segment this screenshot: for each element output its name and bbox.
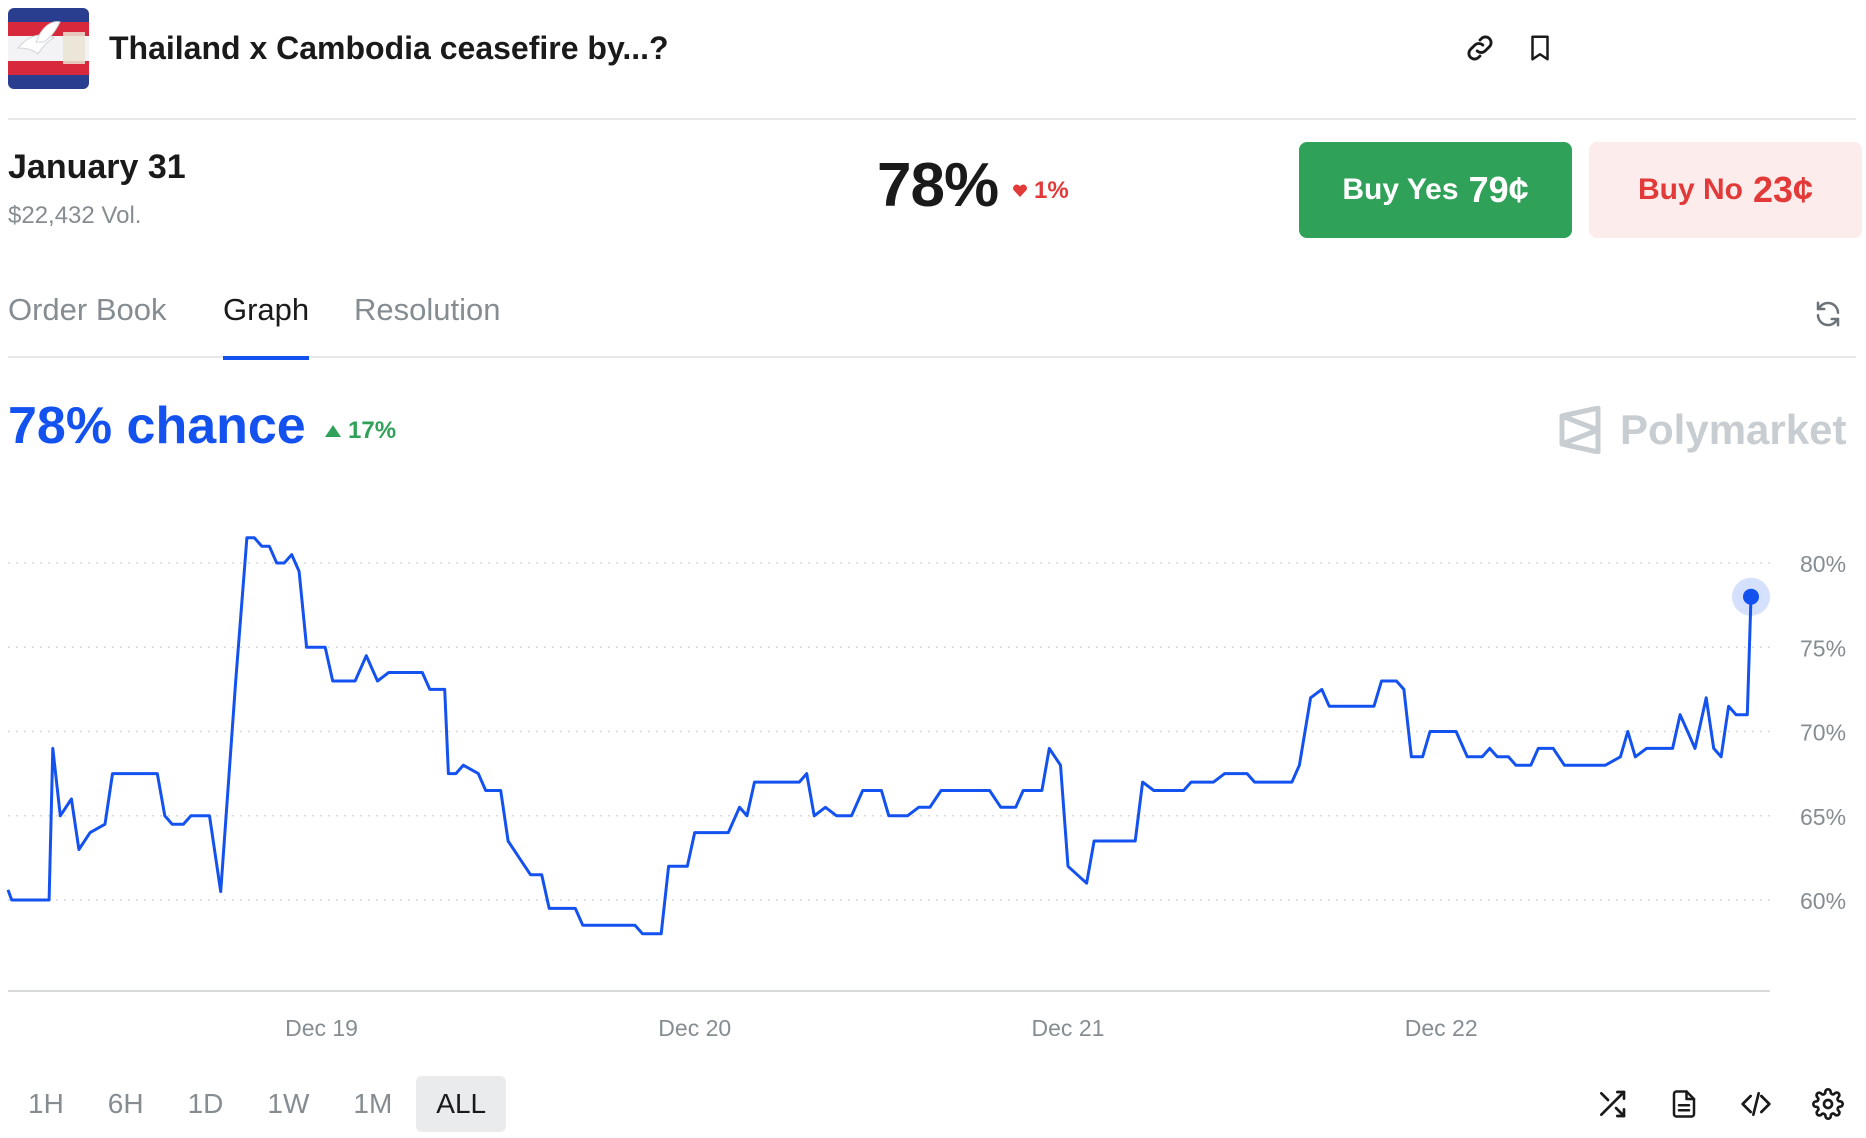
market-image[interactable] (8, 8, 89, 89)
polymarket-icon (1559, 406, 1601, 454)
outcome-change: 1% (1012, 177, 1069, 205)
series-line (6, 536, 1753, 936)
buy-no-price: 23¢ (1752, 169, 1814, 210)
polymarket-logo: Polymarket (1558, 406, 1846, 454)
outcome-volume: $22,432 Vol. (8, 202, 142, 229)
x-tick-label: Dec 19 (285, 1015, 358, 1041)
range-1h[interactable]: 1H (28, 1088, 64, 1119)
triangle-up-icon (325, 425, 341, 437)
x-tick-label: Dec 22 (1405, 1015, 1478, 1041)
buy-yes-label: Buy Yes (1342, 173, 1459, 206)
x-tick-label: Dec 21 (1032, 1015, 1105, 1041)
range-1w[interactable]: 1W (267, 1088, 310, 1119)
range-1d[interactable]: 1D (187, 1088, 224, 1119)
shuffle-icon[interactable] (1592, 1084, 1632, 1124)
outcome-change-value: 1% (1034, 177, 1069, 204)
market-title: Thailand x Cambodia ceasefire by...? (109, 30, 669, 66)
outcome-name: January 31 (8, 148, 186, 186)
chance-change-value: 17% (348, 417, 397, 444)
bookmark-icon[interactable] (1520, 28, 1560, 68)
outcome-probability: 78% (877, 151, 999, 220)
buy-no-label: Buy No (1637, 173, 1743, 206)
document-icon[interactable] (1664, 1084, 1704, 1124)
flag-dove-icon (8, 8, 89, 89)
market-header: Thailand x Cambodia ceasefire by...? (8, 8, 1856, 120)
y-tick-label: 80% (1800, 551, 1846, 577)
buy-yes-button[interactable]: Buy Yes 79¢ (1299, 142, 1572, 238)
range-6h[interactable]: 6H (107, 1088, 144, 1119)
time-range-selector: 1H 6H 1D 1W 1M ALL (8, 1076, 510, 1132)
link-icon[interactable] (1460, 28, 1500, 68)
chance-change: 17% (324, 417, 396, 445)
y-tick-label: 65% (1800, 804, 1846, 830)
chance-label: 78% chance (8, 397, 306, 455)
tab-graph[interactable]: Graph (223, 292, 310, 360)
brand-name: Polymarket (1620, 406, 1847, 453)
buy-no-button[interactable]: Buy No 23¢ (1589, 142, 1862, 238)
y-tick-label: 75% (1800, 635, 1846, 661)
y-tick-label: 70% (1800, 720, 1846, 746)
settings-icon[interactable] (1808, 1084, 1848, 1124)
y-tick-label: 60% (1800, 888, 1846, 914)
heart-down-icon (1013, 184, 1027, 197)
tab-bar: Order Book Graph Resolution (8, 286, 1856, 360)
code-icon[interactable] (1736, 1084, 1776, 1124)
tab-order-book[interactable]: Order Book (8, 292, 167, 327)
price-chart[interactable]: 60% 65% 70% 75% 80% Dec 19 Dec 20 Dec 21 Dec 22 (0, 480, 1866, 1070)
x-tick-label: Dec 20 (658, 1015, 731, 1041)
range-all[interactable]: ALL (416, 1076, 507, 1132)
buy-yes-price: 79¢ (1468, 169, 1529, 210)
refresh-icon[interactable] (1808, 294, 1848, 334)
tab-resolution[interactable]: Resolution (354, 292, 501, 327)
current-point (1743, 588, 1759, 605)
range-1m[interactable]: 1M (353, 1088, 393, 1119)
